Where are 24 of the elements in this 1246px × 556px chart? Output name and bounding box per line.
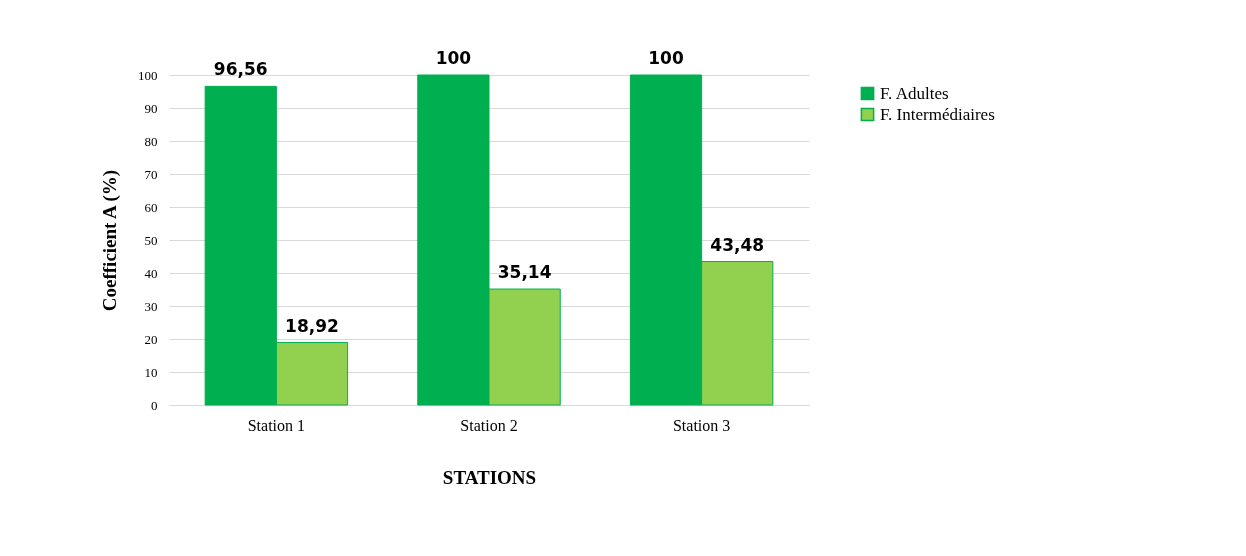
y-tick-label: 10 [144,364,158,380]
y-tick-label: 100 [138,67,158,83]
y-axis-title: Coefficient A (%) [99,169,121,312]
data-label: 100 [648,48,684,68]
data-label: 96,56 [213,59,268,80]
data-label: 100 [435,48,472,68]
data-label: 35,14 [497,262,552,283]
y-tick-label: 90 [144,100,158,116]
y-tick-label: 60 [144,199,158,215]
data-label: 18,92 [285,315,339,336]
legend-label: F. Intermédiaires [880,104,995,124]
y-tick-label: 80 [144,133,158,149]
y-tick-label: 40 [144,265,158,281]
y-tick-label: 20 [144,331,158,347]
data-label: 43,48 [710,234,765,255]
x-axis-title: STATIONS [442,466,537,488]
legend-label: F. Adultes [880,83,949,103]
y-tick-label: 0 [151,397,158,413]
x-tick-label: Station 3 [672,416,731,434]
y-tick-label: 50 [144,232,158,248]
x-tick-label: Station 2 [460,416,518,434]
y-tick-label: 30 [144,298,158,314]
y-tick-label: 70 [144,166,158,182]
x-tick-label: Station 1 [247,416,306,434]
